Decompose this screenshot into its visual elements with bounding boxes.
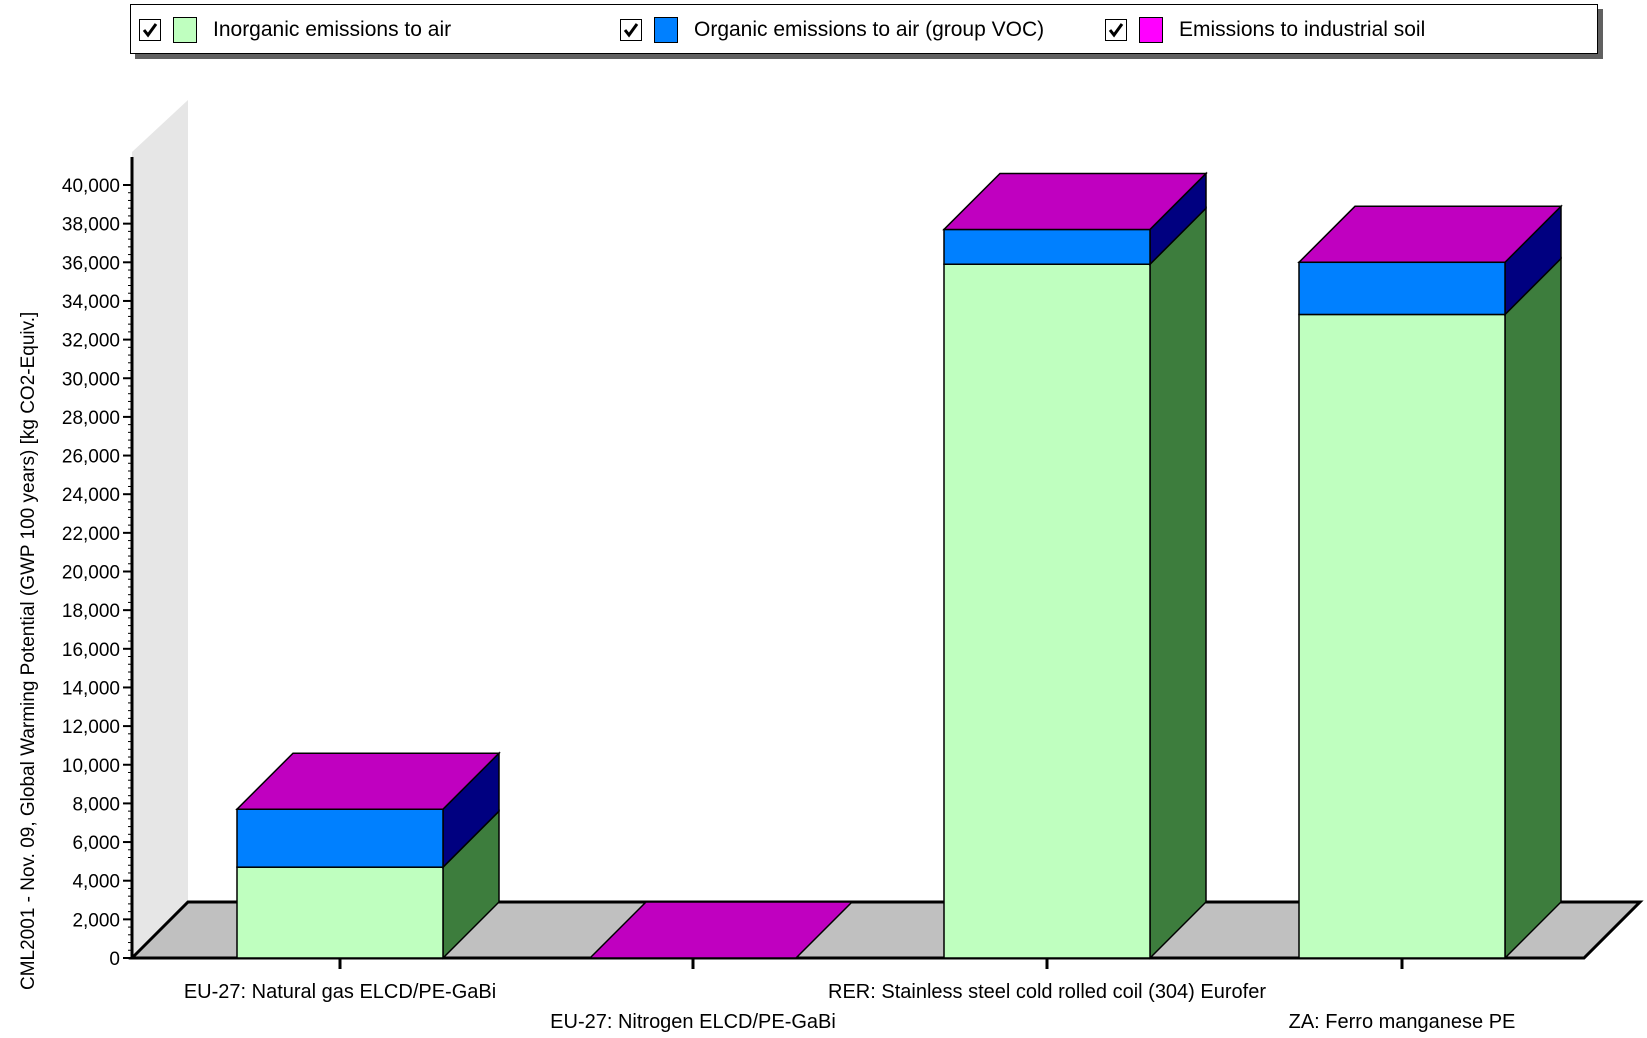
- legend-checkbox-soil[interactable]: [1105, 19, 1127, 41]
- y-tick-label: 26,000: [62, 447, 120, 468]
- legend-checkbox-inorganic[interactable]: [139, 19, 161, 41]
- legend-swatch-soil: [1139, 17, 1163, 43]
- y-tick-label: 36,000: [62, 253, 120, 274]
- bar-segment: [236, 866, 444, 959]
- legend-checkbox-organic[interactable]: [620, 19, 642, 41]
- x-tick-label: RER: Stainless steel cold rolled coil (3…: [828, 981, 1266, 1003]
- bar-segment: [943, 228, 1151, 265]
- x-tick-label: ZA: Ferro manganese PE: [1289, 1011, 1516, 1033]
- legend-label-organic: Organic emissions to air (group VOC): [694, 18, 1045, 41]
- bar-top: [588, 901, 854, 959]
- back-wall: [132, 100, 188, 958]
- legend-swatch-organic: [654, 17, 678, 43]
- y-tick-label: 40,000: [62, 176, 120, 197]
- y-tick-label: 28,000: [62, 408, 120, 429]
- bar-segment: [1298, 261, 1506, 316]
- y-tick-label: 30,000: [62, 369, 120, 390]
- checkmark-icon: [623, 23, 639, 38]
- y-tick-label: 38,000: [62, 215, 120, 236]
- y-tick-label: 0: [109, 949, 120, 970]
- y-tick-label: 12,000: [62, 717, 120, 738]
- bar-segment: [943, 263, 1151, 959]
- bar-top: [942, 172, 1208, 231]
- y-tick-label: 24,000: [62, 485, 120, 506]
- checkmark-icon: [1108, 23, 1124, 38]
- y-tick-label: 32,000: [62, 331, 120, 352]
- bar-side-segment: [1149, 206, 1207, 960]
- x-tick-label: EU-27: Nitrogen ELCD/PE-GaBi: [550, 1011, 836, 1033]
- bar-top: [235, 752, 501, 810]
- y-tick-label: 16,000: [62, 640, 120, 661]
- bar-side-segment: [1504, 256, 1562, 960]
- x-tick-label: EU-27: Natural gas ELCD/PE-GaBi: [184, 981, 496, 1003]
- y-tick-label: 20,000: [62, 563, 120, 584]
- y-tick-label: 14,000: [62, 678, 120, 699]
- y-tick-label: 6,000: [72, 833, 120, 854]
- y-tick-label: 2,000: [72, 910, 120, 931]
- legend: Inorganic emissions to air Organic emiss…: [130, 4, 1598, 54]
- checkmark-icon: [142, 23, 158, 38]
- y-tick-label: 4,000: [72, 872, 120, 893]
- y-tick-label: 34,000: [62, 292, 120, 313]
- bar-segment: [1298, 313, 1506, 959]
- legend-label-inorganic: Inorganic emissions to air: [213, 18, 452, 41]
- bar-top: [1297, 205, 1563, 264]
- y-tick-label: 22,000: [62, 524, 120, 545]
- y-tick-label: 10,000: [62, 756, 120, 777]
- legend-swatch-inorganic: [173, 17, 197, 43]
- bar-segment: [236, 808, 444, 868]
- y-tick-label: 18,000: [62, 601, 120, 622]
- legend-label-soil: Emissions to industrial soil: [1179, 18, 1426, 41]
- legend-item-soil[interactable]: Emissions to industrial soil: [1105, 17, 1425, 43]
- y-tick-label: 8,000: [72, 794, 120, 815]
- legend-item-organic[interactable]: Organic emissions to air (group VOC): [620, 17, 1044, 43]
- legend-item-inorganic[interactable]: Inorganic emissions to air: [139, 17, 451, 43]
